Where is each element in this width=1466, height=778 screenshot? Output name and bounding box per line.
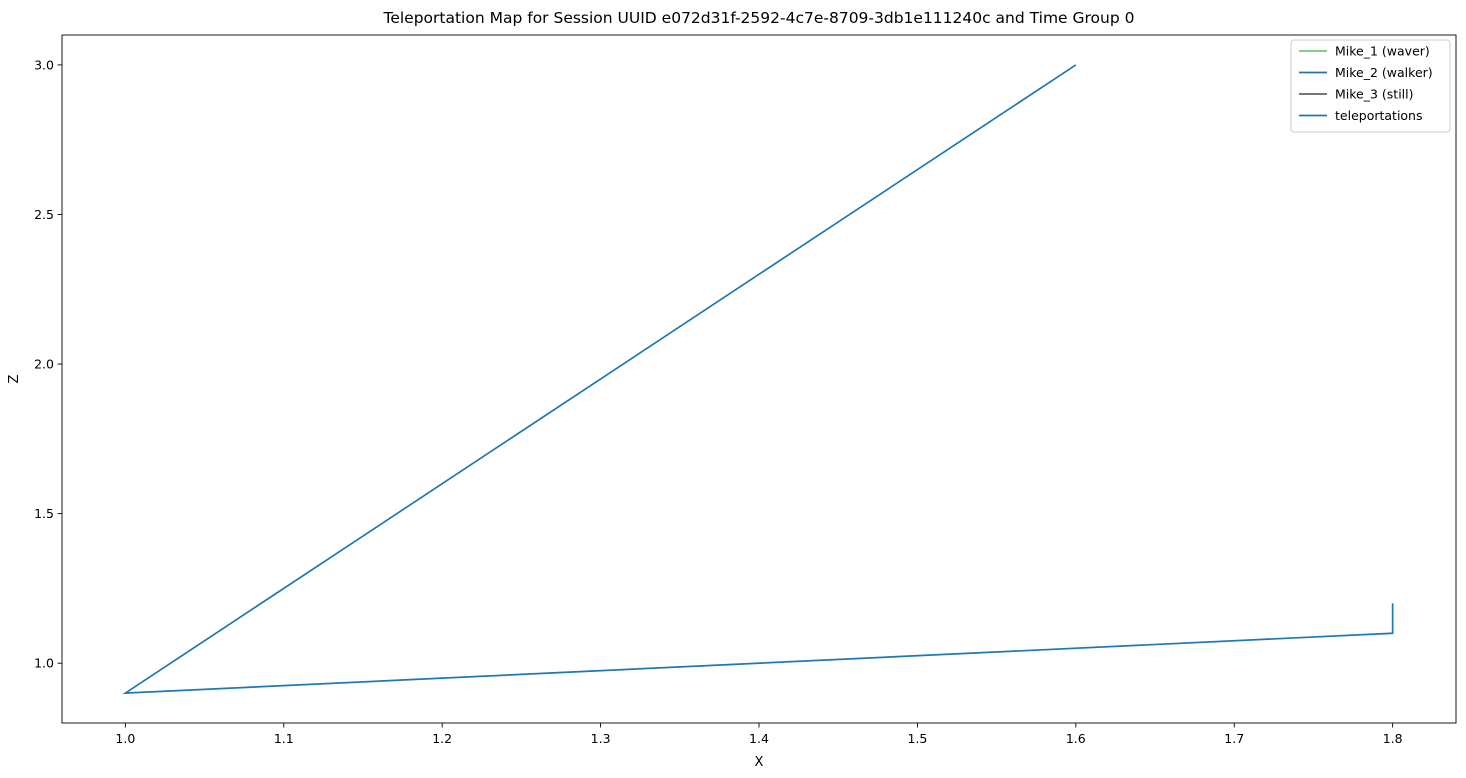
y-axis: 1.0 1.5 2.0 2.5 3.0 bbox=[34, 57, 62, 671]
x-axis: 1.0 1.1 1.2 1.3 1.4 1.5 1.6 1.7 1.8 bbox=[115, 723, 1403, 746]
x-tick-label: 1.3 bbox=[591, 731, 611, 746]
legend: Mike_1 (waver) Mike_2 (walker) Mike_3 (sti… bbox=[1290, 39, 1451, 133]
y-tick-label: 2.5 bbox=[34, 207, 54, 222]
x-axis-title: X bbox=[755, 755, 764, 770]
chart-title: Teleportation Map for Session UUID e072d… bbox=[383, 9, 1135, 27]
x-tick-label: 1.1 bbox=[274, 731, 294, 746]
y-axis-title: Z bbox=[7, 374, 22, 383]
x-tick-label: 1.2 bbox=[432, 731, 452, 746]
x-tick-label: 1.4 bbox=[749, 731, 769, 746]
y-tick-label: 3.0 bbox=[34, 57, 54, 72]
legend-label-2: Mike_3 (still) bbox=[1335, 87, 1414, 102]
x-tick-label: 1.0 bbox=[115, 731, 135, 746]
legend-label-0: Mike_1 (waver) bbox=[1335, 44, 1430, 59]
x-tick-label: 1.5 bbox=[907, 731, 927, 746]
legend-label-3: teleportations bbox=[1335, 108, 1423, 123]
y-tick-label: 2.0 bbox=[34, 357, 54, 372]
x-tick-label: 1.6 bbox=[1066, 731, 1086, 746]
series-line-3 bbox=[122, 64, 1394, 695]
x-tick-label: 1.7 bbox=[1224, 731, 1244, 746]
y-tick-label: 1.5 bbox=[34, 506, 54, 521]
legend-label-1: Mike_2 (walker) bbox=[1335, 65, 1433, 80]
x-tick-label: 1.8 bbox=[1383, 731, 1403, 746]
legend-box bbox=[1290, 39, 1451, 133]
y-tick-label: 1.0 bbox=[34, 656, 54, 671]
